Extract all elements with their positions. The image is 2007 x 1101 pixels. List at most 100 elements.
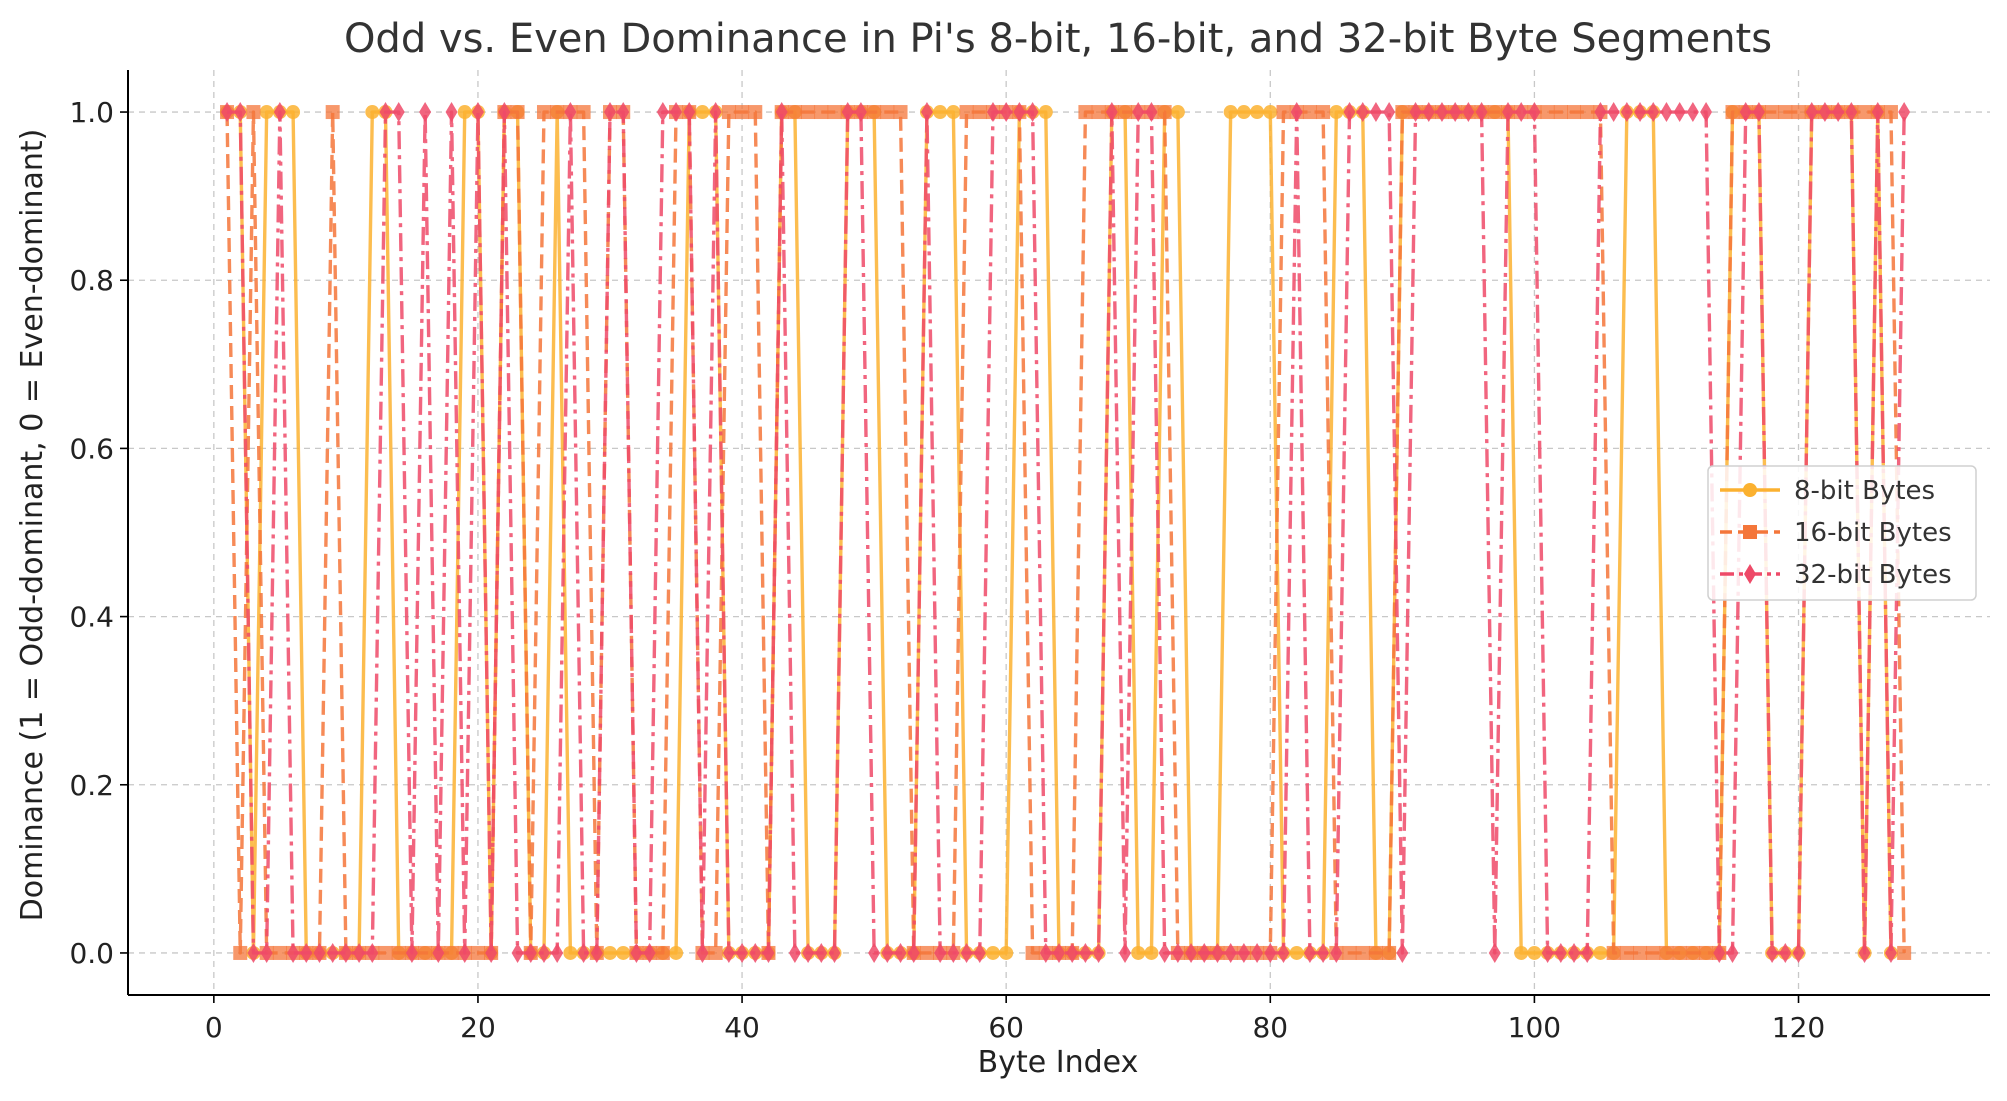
data-point: [1475, 102, 1488, 123]
data-point: [854, 102, 867, 123]
data-point: [1778, 105, 1793, 120]
data-point: [1263, 105, 1278, 120]
data-point: [353, 942, 366, 963]
data-point: [814, 105, 829, 120]
data-point: [1791, 105, 1806, 120]
data-point: [365, 105, 380, 120]
data-point: [696, 942, 709, 963]
data-point: [827, 105, 842, 120]
data-point: [1487, 105, 1502, 120]
data-point: [1766, 942, 1779, 963]
data-point: [550, 105, 565, 120]
data-point: [1619, 945, 1634, 960]
data-point: [933, 105, 948, 120]
data-point: [972, 105, 987, 120]
data-point: [1144, 945, 1159, 960]
legend-item: 8-bit Bytes: [1720, 476, 1935, 506]
data-point: [259, 105, 274, 120]
data-point: [1013, 102, 1026, 123]
data-point: [1224, 942, 1237, 963]
data-point: [1699, 945, 1714, 960]
data-point: [1634, 102, 1647, 123]
data-point: [1685, 945, 1700, 960]
data-point: [1039, 942, 1052, 963]
data-point: [391, 945, 406, 960]
data-point: [1752, 102, 1765, 123]
series-line: [227, 110, 1906, 955]
data-point: [1368, 945, 1383, 960]
data-point: [775, 102, 788, 123]
data-point: [643, 942, 656, 963]
data-point: [880, 105, 895, 120]
data-point: [1171, 942, 1184, 963]
data-point: [1223, 105, 1238, 120]
x-tick-label: 80: [1252, 1011, 1288, 1044]
data-point: [577, 942, 590, 963]
legend-item: 32-bit Bytes: [1720, 560, 1952, 590]
data-point: [286, 105, 301, 120]
data-point: [1158, 942, 1171, 963]
data-point: [1038, 105, 1053, 120]
data-point: [788, 942, 801, 963]
data-point: [959, 105, 974, 120]
data-point: [1290, 102, 1303, 123]
data-point: [1646, 945, 1661, 960]
data-point: [841, 102, 854, 123]
data-point: [960, 942, 973, 963]
data-point: [1396, 942, 1409, 963]
data-point: [604, 102, 617, 123]
x-tick-label: 100: [1508, 1011, 1561, 1044]
data-point: [339, 942, 352, 963]
data-point: [1660, 102, 1673, 123]
data-point: [1527, 945, 1542, 960]
y-tick-label: 0.0: [69, 937, 114, 970]
data-point: [722, 942, 735, 963]
data-point: [221, 102, 234, 123]
legend-marker: [1743, 525, 1757, 539]
data-point: [1356, 102, 1369, 123]
data-point: [485, 942, 498, 963]
data-point: [1568, 942, 1581, 963]
data-point: [1119, 942, 1132, 963]
data-point: [1686, 102, 1699, 123]
data-point: [444, 945, 459, 960]
data-point: [1026, 102, 1039, 123]
data-point: [1264, 942, 1277, 963]
data-point: [1316, 105, 1331, 120]
data-point: [630, 942, 643, 963]
data-point: [1078, 105, 1093, 120]
data-point: [1251, 942, 1264, 963]
data-point: [1779, 942, 1792, 963]
y-tick-label: 0.8: [69, 264, 114, 297]
data-point: [815, 942, 828, 963]
data-point: [1449, 102, 1462, 123]
y-tick-label: 0.2: [69, 769, 114, 802]
data-point: [1501, 102, 1514, 123]
data-point: [1250, 105, 1265, 120]
data-point: [1422, 102, 1435, 123]
data-point: [457, 105, 472, 120]
data-point: [894, 942, 907, 963]
legend-label: 32-bit Bytes: [1794, 560, 1952, 590]
data-point: [564, 102, 577, 123]
y-tick-label: 0.4: [69, 601, 114, 634]
data-point: [828, 942, 841, 963]
data-point: [1607, 102, 1620, 123]
x-tick-label: 0: [205, 1011, 223, 1044]
tick-labels: 0 20 40 60 80 100 120 0.0 0.2 0.4 0.6 0.8 1.0: [69, 96, 1825, 1044]
data-point: [260, 942, 273, 963]
data-point: [326, 942, 339, 963]
data-point: [1580, 105, 1595, 120]
data-point: [709, 102, 722, 123]
data-point: [801, 105, 816, 120]
chart-title: Odd vs. Even Dominance in Pi's 8-bit, 16…: [344, 16, 1772, 62]
data-point: [498, 102, 511, 123]
x-tick-label: 120: [1772, 1011, 1825, 1044]
data-point: [470, 945, 485, 960]
data-point: [1170, 105, 1185, 120]
data-point: [510, 105, 525, 120]
data-point: [947, 942, 960, 963]
series-2: [220, 105, 1912, 960]
x-tick-label: 40: [724, 1011, 760, 1044]
data-point: [1303, 942, 1316, 963]
